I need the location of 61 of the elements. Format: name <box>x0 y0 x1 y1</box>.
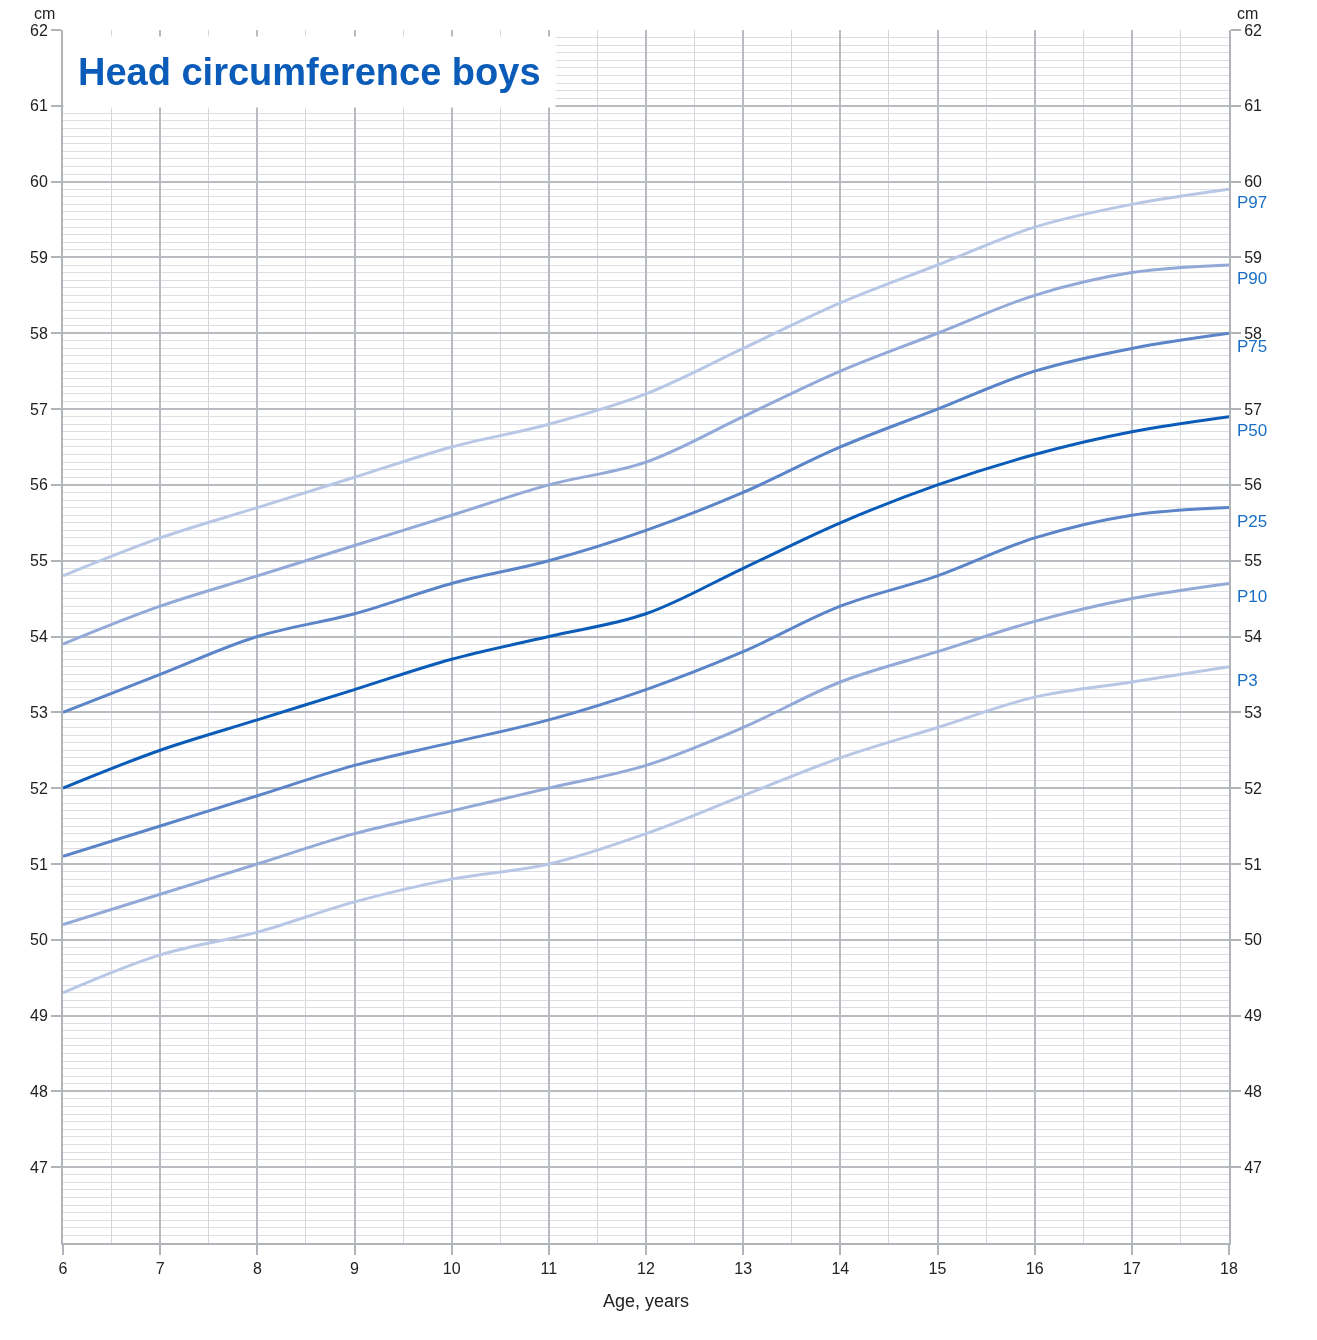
text: Head circumference boys <box>78 51 541 93</box>
x-tick-label: 15 <box>928 1260 947 1278</box>
y2-tick-label: 53 <box>1244 703 1263 721</box>
y-tick-label: 52 <box>30 779 48 797</box>
x-tick-label: 11 <box>540 1260 558 1278</box>
x-axis-title: Age, years <box>602 1290 690 1311</box>
series-label: P97 <box>1237 193 1268 212</box>
y2-tick-label: 59 <box>1244 249 1263 267</box>
y-tick-label: 61 <box>30 97 48 115</box>
y-tick-label: 62 <box>30 21 48 39</box>
y2-tick-label: 57 <box>1244 400 1263 418</box>
y-tick-label: 54 <box>30 628 48 646</box>
y-tick-label: 50 <box>30 931 48 949</box>
y2-tick-label: 56 <box>1244 476 1263 494</box>
y-tick-label: 60 <box>30 173 48 191</box>
y-axis-title: cm <box>34 5 56 22</box>
y-tick-label: 51 <box>30 855 48 873</box>
x-tick-label: 6 <box>58 1260 68 1278</box>
y-tick-label: 48 <box>30 1082 48 1100</box>
x-tick-label: 7 <box>155 1260 165 1278</box>
y-tick-label: 58 <box>30 324 48 342</box>
y2-tick-label: 62 <box>1244 21 1263 39</box>
line-series <box>63 415 1229 790</box>
y2-axis-title: cm <box>1237 5 1259 22</box>
series-label: P25 <box>1237 512 1268 531</box>
y2-tick-label: 61 <box>1244 97 1263 115</box>
x-tick-label: 13 <box>734 1260 753 1278</box>
series-label: P3 <box>1237 671 1258 690</box>
line-series <box>63 263 1229 646</box>
x-tick-label: 17 <box>1122 1260 1141 1278</box>
y2-tick-label: 55 <box>1244 552 1263 570</box>
series-label: P50 <box>1237 421 1268 440</box>
x-tick-label: 9 <box>350 1260 360 1278</box>
x-tick-label: 12 <box>637 1260 655 1278</box>
y-tick-label: 56 <box>30 476 48 494</box>
y-tick-label: 53 <box>30 703 48 721</box>
y2-tick-label: 47 <box>1244 1158 1263 1176</box>
x-tick-label: 14 <box>831 1260 850 1278</box>
line-series <box>63 331 1229 714</box>
y2-tick-label: 60 <box>1244 173 1263 191</box>
y2-tick-label: 50 <box>1244 931 1263 949</box>
y2-tick-label: 52 <box>1244 779 1263 797</box>
series-label: P90 <box>1237 269 1268 288</box>
x-tick-label: 18 <box>1220 1260 1238 1278</box>
y2-tick-label: 49 <box>1244 1007 1263 1025</box>
series-label: P10 <box>1237 587 1268 606</box>
x-tick-label: 8 <box>252 1260 262 1278</box>
y-tick-label: 49 <box>30 1007 48 1025</box>
x-tick-label: 10 <box>442 1260 461 1278</box>
y-tick-label: 59 <box>30 249 48 267</box>
line-series <box>63 581 1229 927</box>
y-tick-label: 55 <box>30 552 48 570</box>
x-tick-label: 16 <box>1025 1260 1044 1278</box>
y2-tick-label: 54 <box>1244 628 1263 646</box>
y-tick-label: 57 <box>30 400 48 418</box>
line-series <box>63 665 1229 995</box>
line-series <box>63 506 1229 858</box>
line-series <box>63 187 1229 578</box>
y-tick-label: 47 <box>30 1158 48 1176</box>
y2-tick-label: 51 <box>1244 855 1263 873</box>
y2-tick-label: 48 <box>1244 1082 1263 1100</box>
